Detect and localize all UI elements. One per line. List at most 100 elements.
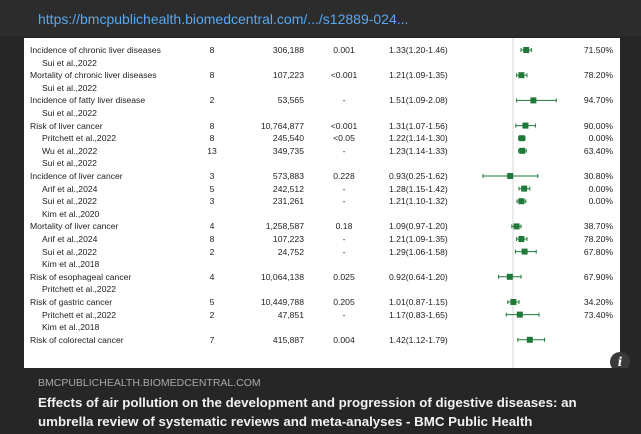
p-value: <0.05 bbox=[333, 133, 355, 144]
effect-ci: 1.01(0.87-1.15) bbox=[389, 297, 448, 307]
outcome: Incidence of fatty liver disease bbox=[30, 95, 146, 106]
studies: 8 bbox=[209, 133, 215, 144]
effect-marker bbox=[513, 223, 520, 230]
effect-marker bbox=[516, 311, 523, 318]
outcome: Mortality of liver cancer bbox=[30, 221, 119, 232]
author: Pritchett et al.,2022 bbox=[42, 284, 117, 295]
effect-marker bbox=[518, 135, 525, 142]
effect-marker bbox=[510, 299, 517, 305]
studies: 2 bbox=[209, 246, 215, 257]
studies: 3 bbox=[209, 196, 215, 207]
p-value: 0.228 bbox=[333, 171, 355, 181]
p-value: <0.001 bbox=[330, 120, 358, 131]
effect-marker bbox=[530, 97, 537, 104]
effect-ci: 1.33(1.20-1.46) bbox=[389, 45, 448, 55]
effect-ci: 1.17(0.83-1.65) bbox=[389, 309, 448, 320]
author: Pritchett et al.,2022 bbox=[42, 309, 117, 320]
forest-plot bbox=[482, 38, 557, 368]
i-squared: 63.40% bbox=[583, 145, 613, 156]
outcome: Risk of liver cancer bbox=[30, 120, 103, 131]
studies: 5 bbox=[209, 183, 215, 194]
effect-ci: 0.93(0.25-1.62) bbox=[389, 171, 448, 181]
author: Sui et al.,2022 bbox=[42, 246, 97, 257]
p-value: - bbox=[342, 183, 346, 194]
participants: 415,887 bbox=[272, 334, 304, 345]
p-value: - bbox=[342, 95, 346, 106]
i-squared: 90.00% bbox=[583, 120, 613, 131]
participants: 242,512 bbox=[272, 183, 304, 194]
effect-marker bbox=[522, 122, 529, 129]
url[interactable]: https://bmcpublichealth.biomedcentral.co… bbox=[38, 11, 409, 27]
effect-ci: 1.29(1.06-1.58) bbox=[389, 246, 448, 257]
i-squared: 67.90% bbox=[583, 271, 613, 282]
info-icon[interactable]: i bbox=[610, 352, 630, 372]
effect-marker bbox=[521, 185, 528, 192]
participants: 306,188 bbox=[272, 45, 304, 55]
effect-ci: 1.51(1.09-2.08) bbox=[389, 95, 448, 106]
i-squared: 94.70% bbox=[583, 95, 613, 106]
effect-marker bbox=[519, 147, 526, 154]
p-value: <0.001 bbox=[330, 70, 358, 81]
p-value: 0.001 bbox=[333, 45, 355, 55]
author: Pritchett et al.,2022 bbox=[42, 133, 117, 144]
author: Arif et al.,2024 bbox=[42, 183, 98, 194]
preview-footer: BMCPUBLICHEALTH.BIOMEDCENTRAL.COM Effect… bbox=[0, 368, 641, 434]
p-value: - bbox=[342, 234, 346, 244]
effect-ci: 1.28(1.15-1.42) bbox=[389, 183, 448, 194]
studies: 8 bbox=[209, 45, 215, 55]
participants: 573,883 bbox=[272, 171, 304, 181]
p-value: - bbox=[342, 196, 346, 207]
p-value: 0.004 bbox=[333, 334, 355, 345]
effect-marker bbox=[523, 47, 530, 53]
participants: 107,223 bbox=[272, 234, 304, 244]
outcome: Incidence of chronic liver diseases bbox=[30, 45, 161, 55]
preview-title[interactable]: Effects of air pollution on the developm… bbox=[38, 395, 577, 429]
i-squared: 78.20% bbox=[583, 234, 613, 244]
effect-ci: 1.21(1.10-1.32) bbox=[389, 196, 448, 207]
i-squared: 71.50% bbox=[583, 45, 613, 55]
participants: 231,261 bbox=[272, 196, 304, 207]
outcome: Incidence of liver cancer bbox=[30, 171, 123, 181]
p-value: - bbox=[342, 309, 346, 320]
domain: BMCPUBLICHEALTH.BIOMEDCENTRAL.COM bbox=[38, 377, 261, 389]
author: Sui et al.,2022 bbox=[42, 158, 97, 169]
effect-marker bbox=[518, 236, 525, 242]
participants: 107,223 bbox=[272, 70, 304, 81]
i-squared: 67.80% bbox=[583, 246, 613, 257]
author: Kim et al.,2018 bbox=[42, 322, 100, 333]
i-squared: 38.70% bbox=[583, 221, 613, 232]
outcome: Risk of esophageal cancer bbox=[30, 271, 132, 282]
i-squared: 73.40% bbox=[583, 309, 613, 320]
participants: 47,851 bbox=[277, 309, 304, 320]
effect-ci: 1.22(1.14-1.30) bbox=[389, 133, 448, 144]
effect-ci: 0.92(0.64-1.20) bbox=[389, 271, 448, 282]
author: Sui et al.,2022 bbox=[42, 108, 97, 118]
author: Wu et al.,2022 bbox=[42, 145, 98, 156]
participants: 10,764,877 bbox=[260, 120, 304, 131]
studies: 7 bbox=[209, 334, 215, 345]
author: Kim et al.,2020 bbox=[42, 208, 100, 219]
effect-marker bbox=[518, 72, 525, 79]
i-squared: 34.20% bbox=[583, 297, 613, 307]
i-squared: 78.20% bbox=[583, 70, 613, 81]
effect-marker bbox=[507, 173, 514, 179]
i-squared: 0.00% bbox=[588, 133, 613, 144]
outcome: Mortality of chronic liver diseases bbox=[30, 70, 157, 81]
outcome: Risk of colorectal cancer bbox=[30, 334, 124, 345]
i-squared: 0.00% bbox=[588, 183, 613, 194]
effect-ci: 1.21(1.09-1.35) bbox=[389, 234, 448, 244]
p-value: - bbox=[342, 246, 346, 257]
p-value: 0.205 bbox=[333, 297, 355, 307]
effect-marker bbox=[506, 273, 513, 280]
author: Sui et al.,2022 bbox=[42, 57, 97, 68]
studies: 8 bbox=[209, 70, 215, 81]
studies: 13 bbox=[207, 145, 217, 156]
p-value: - bbox=[342, 145, 346, 156]
studies: 4 bbox=[209, 221, 215, 232]
studies: 8 bbox=[209, 234, 215, 244]
studies: 2 bbox=[209, 309, 215, 320]
effect-marker bbox=[518, 198, 525, 205]
author: Sui et al.,2022 bbox=[42, 196, 97, 207]
effect-ci: 1.31(1.07-1.56) bbox=[389, 120, 448, 131]
